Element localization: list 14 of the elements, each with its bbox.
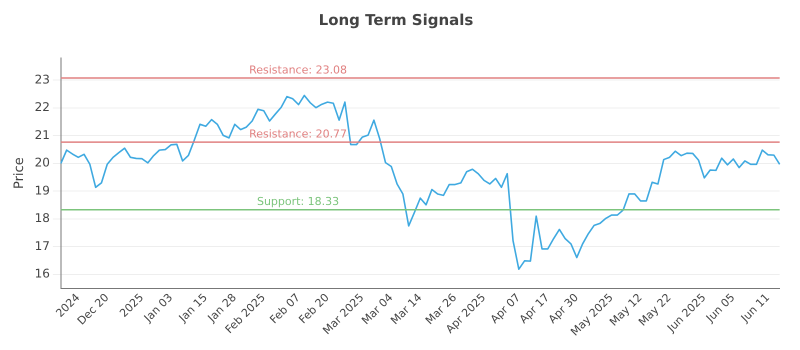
chart-title: Long Term Signals [318,10,474,29]
y-tick-label: 17 [34,238,50,253]
y-tick-label: 18 [34,211,50,226]
y-tick-label: 20 [34,156,50,170]
y-tick-label: 22 [34,100,50,114]
y-tick-label: 21 [34,128,50,142]
y-tick-label: 19 [34,183,50,198]
ref-line-label: Resistance: 23.08 [249,63,348,76]
y-tick-label: 23 [34,72,50,86]
ref-line-label: Support: 18.33 [256,195,340,208]
ref-line-label: Resistance: 20.77 [249,127,348,140]
x-tick-label: Jun 11 [738,290,772,326]
y-tick-label: 16 [34,266,50,281]
y-axis-title: Price [12,157,28,190]
